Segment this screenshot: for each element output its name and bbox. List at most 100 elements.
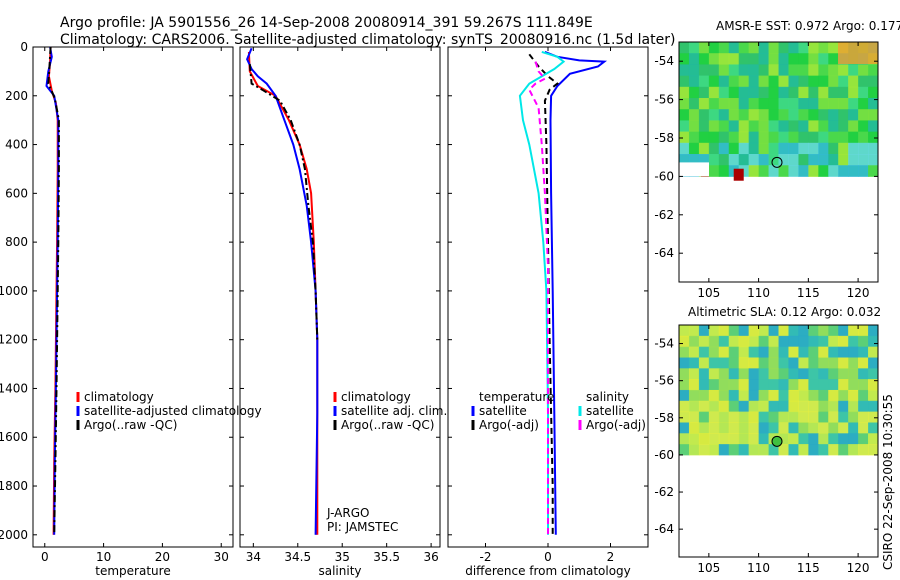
sal-legend-label: climatology <box>341 390 411 404</box>
sla-field-cell <box>708 411 720 423</box>
sla-field-cell <box>758 411 770 423</box>
sla-field-cell <box>848 433 859 445</box>
sst-field-cell <box>738 75 750 88</box>
sst-field-cell <box>698 120 710 133</box>
sst-field-cell <box>679 64 690 77</box>
sst-field-cell <box>798 75 809 88</box>
sst-field-cell <box>828 120 839 133</box>
sst-field-cell <box>758 64 770 77</box>
sla-field-cell <box>848 325 859 337</box>
sla-field-cell <box>828 325 839 337</box>
sal-xtick-label: 34.5 <box>284 550 311 564</box>
sla-field-cell <box>798 444 809 456</box>
sla-field-cell <box>738 444 750 456</box>
sla-field-cell <box>748 357 760 369</box>
sst-field-cell <box>679 98 690 110</box>
sst-field-cell <box>758 75 770 88</box>
sst-field-cell <box>748 131 760 144</box>
sst-field-cell <box>738 64 750 77</box>
sla-field-cell <box>848 335 859 348</box>
sla-field-cell <box>868 335 879 348</box>
sst-field-cell <box>818 75 829 88</box>
sst-field-cell <box>688 120 700 133</box>
sst-field-cell <box>758 86 770 99</box>
sla-field-cell <box>728 335 740 348</box>
temp-ytick-label: 1600 <box>0 430 28 444</box>
temp-ytick-label: 1200 <box>0 333 28 347</box>
sst-field-cell <box>778 109 789 121</box>
sal-xlabel: salinity <box>318 564 361 578</box>
diff-series-line-1 <box>528 53 560 535</box>
sla-field-cell <box>828 444 839 456</box>
sst-field-cell <box>718 142 730 155</box>
sst-field-cell <box>688 75 700 88</box>
sst-field-cell <box>858 86 869 99</box>
sst-field-cell <box>698 86 710 99</box>
sla-field-cell <box>858 444 869 456</box>
sst-field-cell <box>728 120 740 133</box>
sla-field-cell <box>848 357 859 369</box>
temp-ytick-label: 1400 <box>0 381 28 395</box>
sla-field-cell <box>868 325 879 337</box>
temp-legend-label: climatology <box>84 390 154 404</box>
sla-field-cell <box>788 379 799 391</box>
diff-xtick-label: -2 <box>480 550 492 564</box>
sst-field-cell <box>768 120 779 133</box>
sla-field-cell <box>798 411 809 423</box>
sla-field-cell <box>818 335 829 348</box>
sla-field-cell <box>838 433 849 445</box>
sst-field-cell <box>768 131 779 144</box>
sla-field-cell <box>698 411 710 423</box>
sst-field-cell <box>778 165 789 177</box>
sla-field-cell <box>718 368 730 380</box>
sst-field-cell <box>688 98 700 110</box>
sla-field-cell <box>798 389 809 402</box>
sla-field-cell <box>768 335 779 348</box>
sst-field-cell <box>708 154 720 166</box>
sst-field-cell <box>818 142 829 155</box>
sla-field-cell <box>698 422 710 434</box>
sla-field-cell <box>838 368 849 380</box>
sst-field-cell <box>848 109 859 121</box>
sst-field-cell <box>758 109 770 121</box>
diff-series-line-2 <box>518 50 566 535</box>
sla-field-cell <box>818 422 829 434</box>
sst-field-cell <box>758 131 770 144</box>
sst-field-cell <box>679 154 690 166</box>
sst-field-cell <box>728 142 740 155</box>
sst-field-cell <box>768 86 779 99</box>
sst-ytick-label: -56 <box>654 93 674 107</box>
sst-field-cell <box>818 53 829 65</box>
sst-field-cell <box>818 42 829 54</box>
sla-field-cell <box>798 379 809 391</box>
sal-xtick-label: 35.5 <box>373 550 400 564</box>
diff-legend-label: Argo(-adj) <box>479 418 539 432</box>
sst-field-cell <box>868 86 879 99</box>
sst-field-cell <box>838 165 849 177</box>
sst-field-cell <box>778 98 789 110</box>
sla-field-cell <box>848 411 859 423</box>
sst-field-cell <box>798 64 809 77</box>
sst-nodata-cell <box>679 162 709 177</box>
sla-field-cell <box>708 444 720 456</box>
sla-field-cell <box>788 433 799 445</box>
sla-field-cell <box>828 411 839 423</box>
temp-xtick-label: 0 <box>41 550 49 564</box>
sla-field-cell <box>768 444 779 456</box>
sla-field-cell <box>679 411 690 423</box>
sst-field-cell <box>748 154 760 166</box>
sst-field-cell <box>728 64 740 77</box>
sst-field-cell <box>679 142 690 155</box>
sst-field-cell <box>758 98 770 110</box>
sst-field-cell <box>768 42 779 54</box>
sst-field-cell <box>698 42 710 54</box>
sla-field-cell <box>768 368 779 380</box>
temp-ytick-label: 600 <box>5 186 28 200</box>
sla-field-cell <box>818 389 829 402</box>
sla-field-cell <box>838 325 849 337</box>
sst-field-cell <box>788 53 799 65</box>
sla-field-cell <box>868 357 879 369</box>
credit-stamp: CSIRO 22-Sep-2008 10:30:55 <box>881 394 895 570</box>
sst-field-cell <box>738 86 750 99</box>
sla-field-cell <box>718 379 730 391</box>
